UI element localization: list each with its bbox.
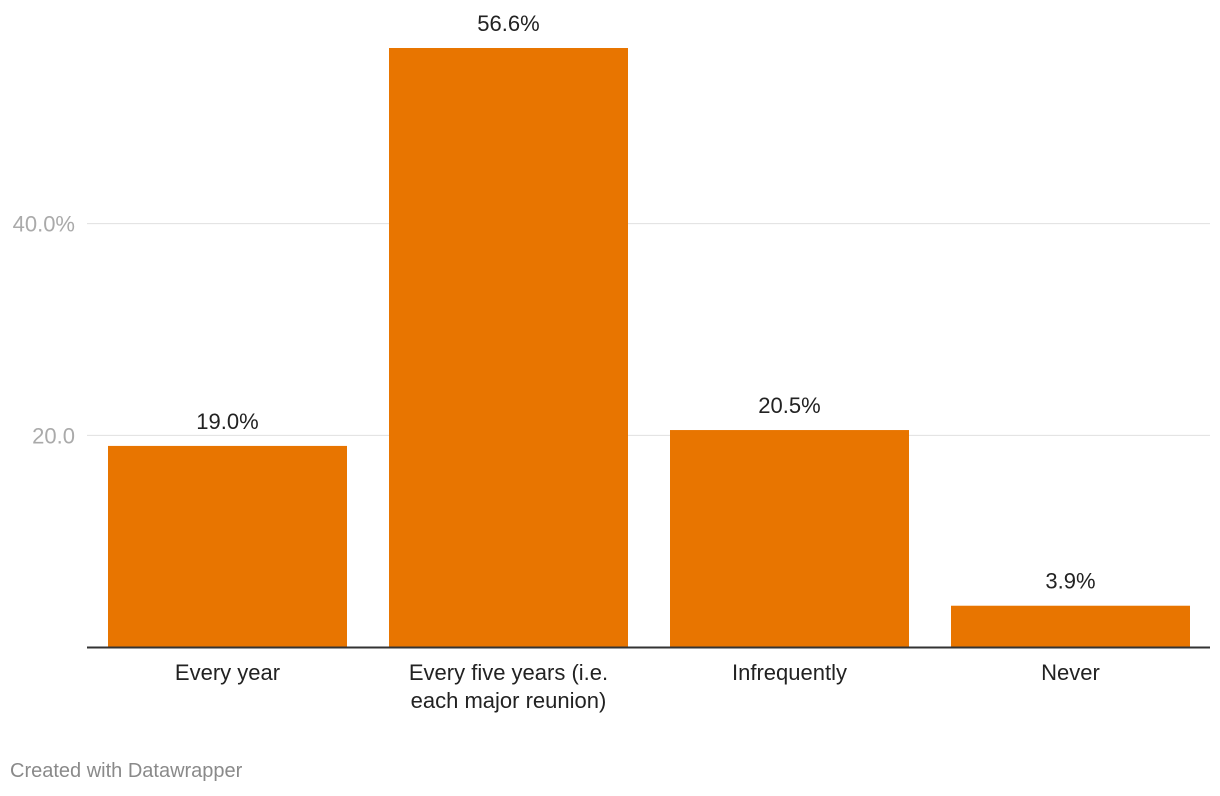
- bar: [670, 430, 909, 647]
- value-label: 56.6%: [477, 11, 539, 36]
- category-label-line: Infrequently: [732, 660, 847, 685]
- bar: [951, 605, 1190, 647]
- category-label: Never: [1041, 660, 1100, 685]
- value-label: 20.5%: [758, 393, 820, 418]
- bar: [108, 445, 347, 647]
- bar: [389, 48, 628, 647]
- y-tick-label: 40.0%: [13, 212, 75, 237]
- credit-label: Created with Datawrapper: [10, 760, 243, 782]
- category-label: Every year: [175, 660, 280, 685]
- y-tick-label: 20.0: [32, 423, 75, 448]
- category-label: Infrequently: [732, 660, 847, 685]
- category-label-line: Never: [1041, 660, 1100, 685]
- value-label: 3.9%: [1045, 569, 1095, 594]
- category-label: Every five years (i.e. each major reunion…: [409, 660, 608, 713]
- category-label-line: Every five years (i.e.: [409, 660, 608, 685]
- category-label-line: Every year: [175, 660, 280, 685]
- value-label: 19.0%: [196, 409, 258, 434]
- category-label-line: each major reunion): [411, 688, 607, 713]
